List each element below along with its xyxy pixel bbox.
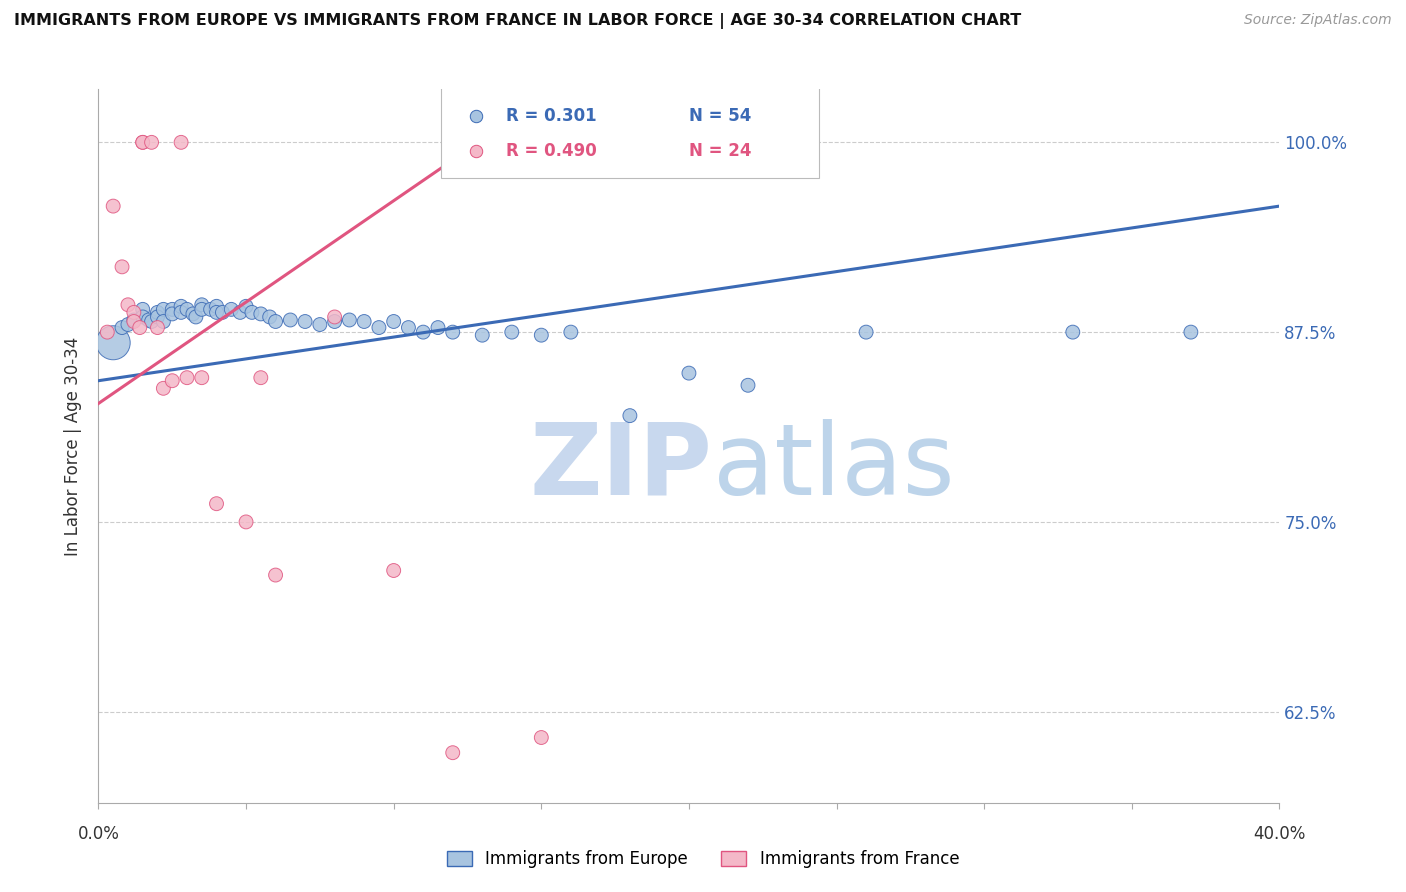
Point xyxy=(170,299,193,313)
Text: atlas: atlas xyxy=(713,419,955,516)
Point xyxy=(323,314,346,328)
Point xyxy=(264,314,287,328)
Text: ZIP: ZIP xyxy=(530,419,713,516)
Point xyxy=(309,318,332,332)
Point xyxy=(211,305,233,319)
Text: 0.0%: 0.0% xyxy=(77,825,120,843)
Point xyxy=(250,307,273,321)
Point xyxy=(229,305,252,319)
Point xyxy=(122,313,145,327)
Point xyxy=(122,305,145,319)
Point xyxy=(294,314,316,328)
Point xyxy=(132,302,155,317)
Point xyxy=(132,136,155,150)
Point xyxy=(170,305,193,319)
Point xyxy=(152,302,174,317)
Point xyxy=(146,305,169,319)
Point xyxy=(1032,268,1054,282)
FancyBboxPatch shape xyxy=(441,86,818,178)
Point xyxy=(132,310,155,324)
Point xyxy=(103,199,125,213)
Point xyxy=(441,746,464,760)
Point xyxy=(205,497,228,511)
Point xyxy=(530,328,553,343)
Point xyxy=(162,302,183,317)
Point xyxy=(176,370,198,384)
Point xyxy=(117,298,139,312)
Point xyxy=(146,320,169,334)
Point xyxy=(162,374,183,388)
Text: Source: ZipAtlas.com: Source: ZipAtlas.com xyxy=(1244,13,1392,28)
Point xyxy=(111,260,134,274)
Point xyxy=(205,299,228,313)
Point xyxy=(737,378,759,392)
Point xyxy=(382,314,405,328)
Point xyxy=(235,299,257,313)
Point xyxy=(141,314,163,328)
Point xyxy=(162,307,183,321)
Point xyxy=(1180,325,1202,339)
Point xyxy=(678,366,700,380)
Y-axis label: In Labor Force | Age 30-34: In Labor Force | Age 30-34 xyxy=(65,336,83,556)
Point xyxy=(200,302,222,317)
Point xyxy=(146,310,169,324)
Point xyxy=(184,310,207,324)
Point xyxy=(250,370,273,384)
Point xyxy=(240,305,263,319)
Point xyxy=(205,305,228,319)
Point xyxy=(368,320,391,334)
Point xyxy=(132,136,155,150)
Text: 40.0%: 40.0% xyxy=(1253,825,1306,843)
Point xyxy=(111,320,134,334)
Point xyxy=(382,564,405,578)
Point xyxy=(152,381,174,395)
Point xyxy=(117,318,139,332)
Point xyxy=(138,313,160,327)
Text: R = 0.490: R = 0.490 xyxy=(506,143,596,161)
Point xyxy=(219,302,242,317)
Point xyxy=(259,310,281,324)
Point xyxy=(96,325,118,339)
Point xyxy=(323,310,346,324)
Point xyxy=(427,320,450,334)
Point xyxy=(128,320,150,334)
Point xyxy=(471,328,494,343)
Point xyxy=(396,320,419,334)
Point xyxy=(855,325,877,339)
Text: N = 24: N = 24 xyxy=(689,143,751,161)
Point xyxy=(191,302,214,317)
Point xyxy=(501,325,523,339)
Point xyxy=(191,298,214,312)
Point xyxy=(339,313,360,327)
Point xyxy=(181,307,204,321)
Point xyxy=(152,314,174,328)
Text: N = 54: N = 54 xyxy=(689,107,751,125)
Point xyxy=(191,370,214,384)
Point xyxy=(103,335,125,350)
Point xyxy=(264,568,287,582)
Point xyxy=(560,325,582,339)
Point xyxy=(1032,193,1054,207)
Point xyxy=(530,731,553,745)
Point xyxy=(141,136,163,150)
Point xyxy=(170,136,193,150)
Point xyxy=(122,314,145,328)
Point xyxy=(441,325,464,339)
Point xyxy=(278,313,302,327)
Legend: Immigrants from Europe, Immigrants from France: Immigrants from Europe, Immigrants from … xyxy=(440,844,966,875)
Point xyxy=(412,325,434,339)
Text: R = 0.301: R = 0.301 xyxy=(506,107,596,125)
Point xyxy=(619,409,641,423)
Text: IMMIGRANTS FROM EUROPE VS IMMIGRANTS FROM FRANCE IN LABOR FORCE | AGE 30-34 CORR: IMMIGRANTS FROM EUROPE VS IMMIGRANTS FRO… xyxy=(14,13,1021,29)
Point xyxy=(235,515,257,529)
Point xyxy=(176,302,198,317)
Point xyxy=(1062,325,1084,339)
Point xyxy=(353,314,375,328)
